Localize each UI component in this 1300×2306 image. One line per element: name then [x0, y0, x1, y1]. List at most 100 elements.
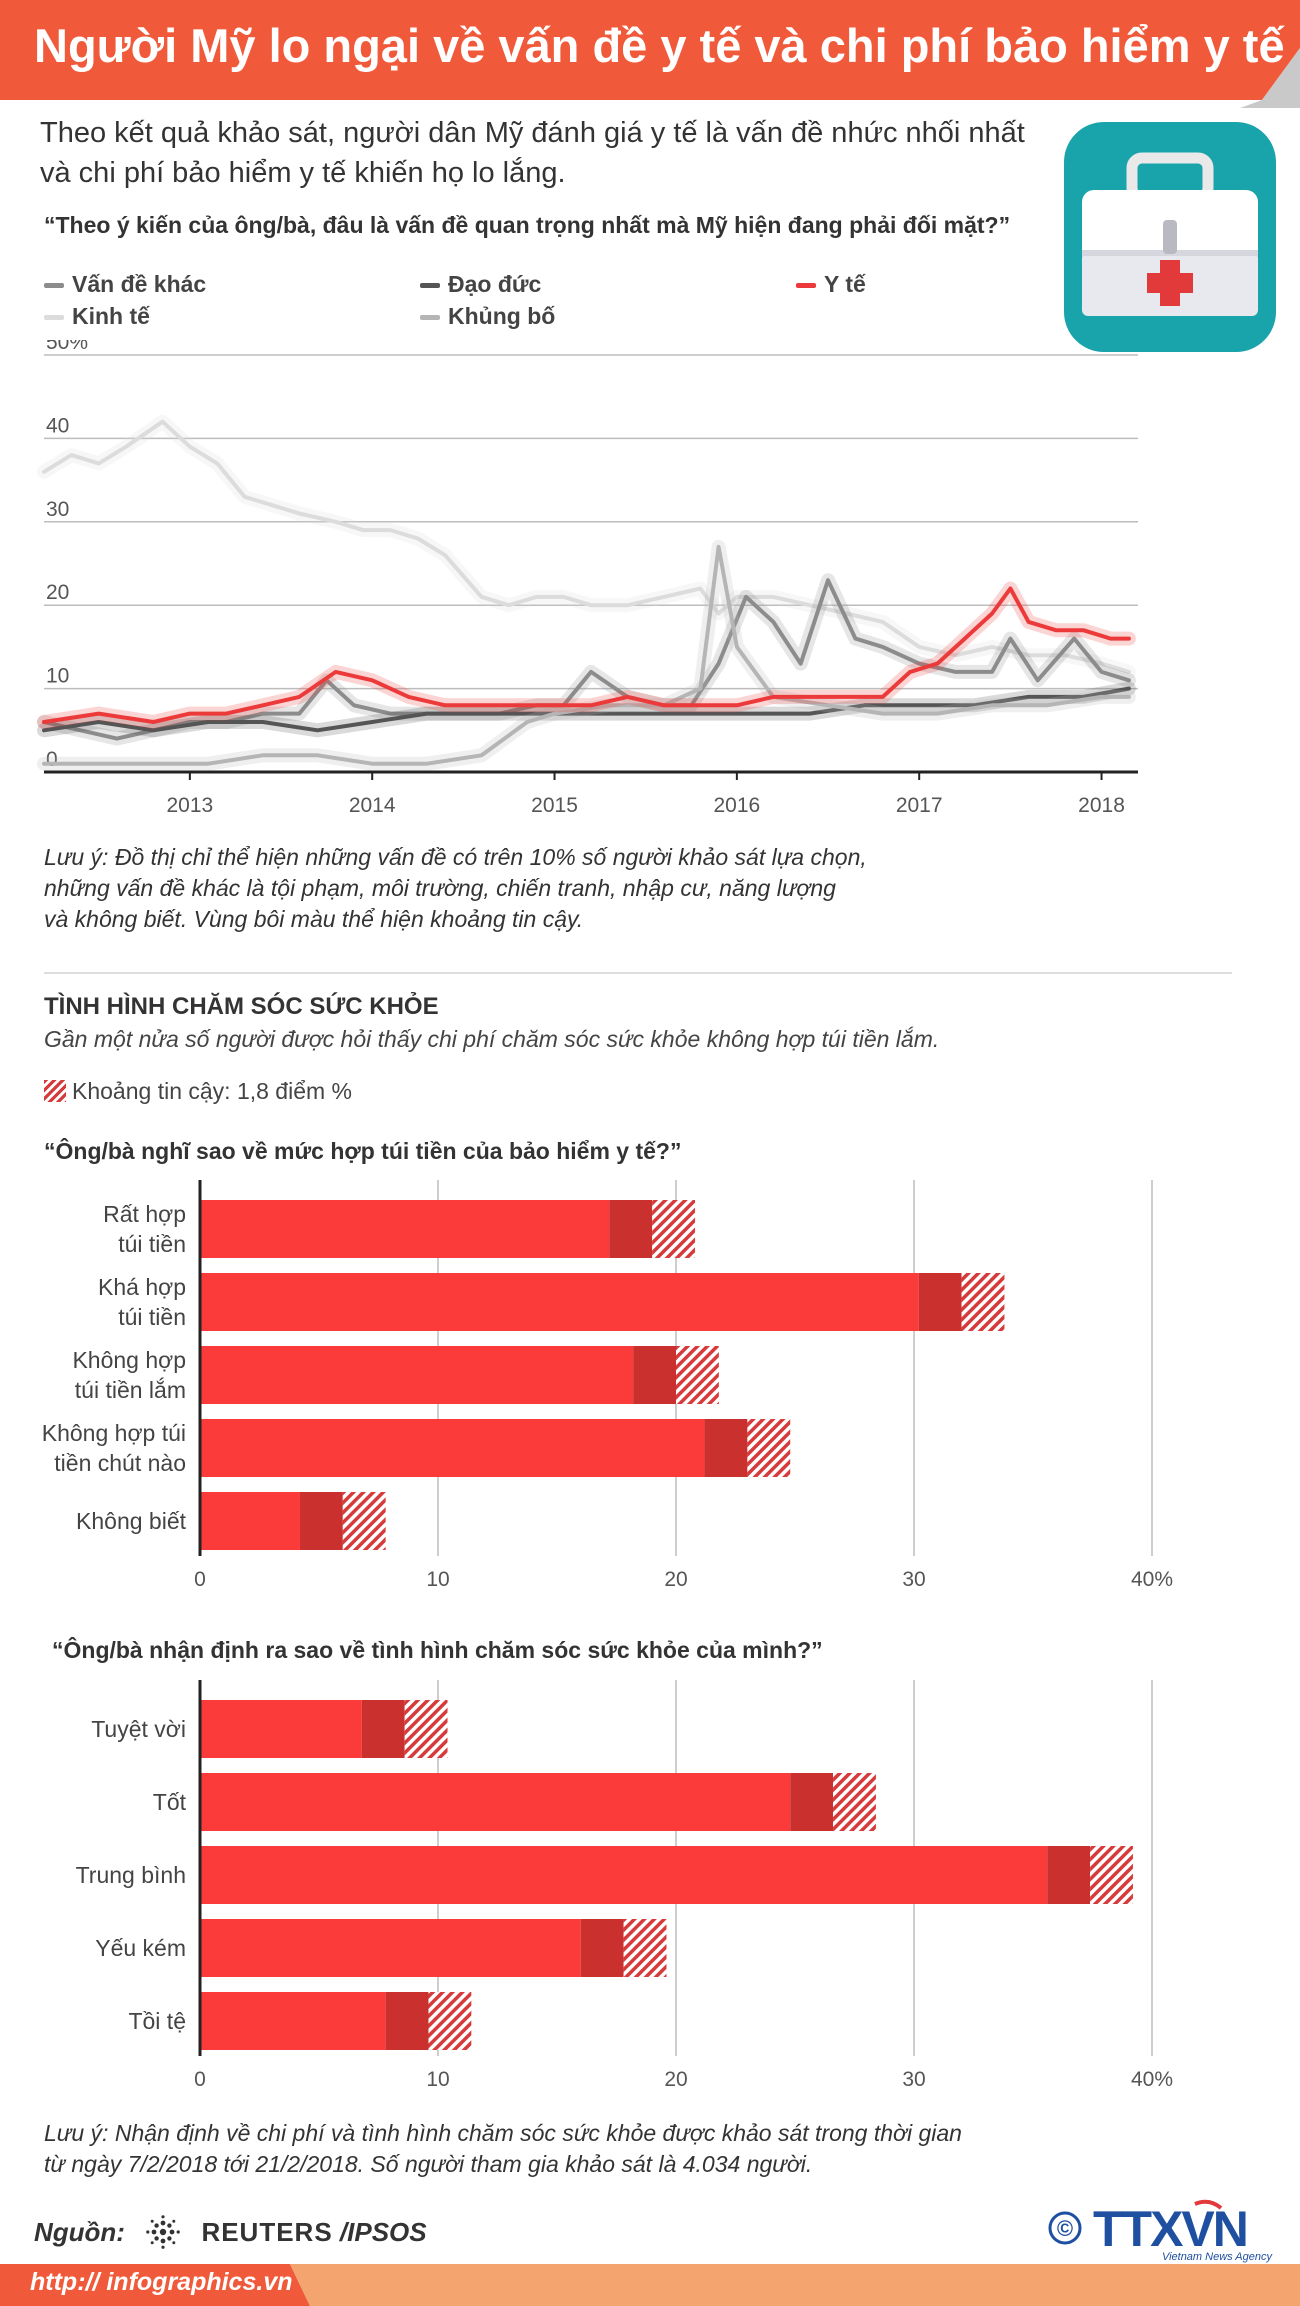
ci-legend-label: Khoảng tin cậy: 1,8 điểm % [72, 1078, 352, 1104]
source-reuters: REUTERS [201, 2217, 333, 2247]
x-tick-label: 2016 [714, 794, 761, 817]
bar-ci-lower [580, 1919, 624, 1977]
issues-line-chart: 0 10 20 30 40 50% 2013 2014 2015 2016 2017 2018 [37, 340, 1138, 817]
affordability-question: “Ông/bà nghĩ sao về mức hợp túi tiền của… [44, 1138, 682, 1164]
health-section-title: TÌNH HÌNH CHĂM SÓC SỨC KHỎE [44, 993, 439, 1020]
health-section-note: Lưu ý: Nhận định về chi phí và tình hình… [44, 2118, 1244, 2180]
bar-ci-upper [747, 1419, 791, 1477]
source-ipsos: /IPSOS [339, 2217, 427, 2247]
bar-ci-upper [623, 1919, 667, 1977]
bar-ci-upper [428, 1992, 472, 2050]
category-label: Khá hợp [98, 1274, 186, 1300]
bar [201, 1200, 610, 1258]
x-tick-label: 2014 [349, 794, 396, 817]
series-line [42, 586, 1131, 724]
bar-ci-lower [633, 1346, 676, 1404]
x-tick-label: 2013 [167, 794, 214, 817]
legend-label: Đạo đức [448, 271, 542, 297]
page-title: Người Mỹ lo ngại về vấn đề y tế và chi p… [34, 19, 1285, 72]
category-label: Yếu kém [95, 1935, 186, 1961]
note-line: những vấn đề khác là tội phạm, môi trườn… [44, 875, 836, 901]
footer-bar [0, 2264, 1300, 2306]
bar [201, 1419, 705, 1477]
legend-label: Vấn đề khác [72, 271, 207, 297]
subtitle-line: và chi phí bảo hiểm y tế khiến họ lo lắn… [40, 157, 566, 189]
legend-label: Kinh tế [72, 303, 150, 329]
bar-ci-lower [790, 1773, 834, 1831]
source-label: Nguồn: [34, 2217, 125, 2247]
bar-ci-lower [361, 1700, 405, 1758]
legend-item-van-de-khac: Vấn đề khác [44, 271, 206, 298]
bar-ci-lower [918, 1273, 962, 1331]
legend-label: Khủng bố [448, 303, 556, 329]
legend-item-y-te: Y tế [796, 271, 866, 298]
y-tick-label: 50% [46, 340, 88, 354]
series-line [42, 686, 1131, 733]
x-tick-label: 2015 [531, 794, 578, 817]
x-tick-label: 40% [1131, 1568, 1173, 1591]
bar-ci-upper [652, 1200, 696, 1258]
category-label: túi tiền lắm [75, 1377, 186, 1403]
agency-name: TTXVN [1093, 2201, 1247, 2257]
x-tick-label: 2017 [896, 794, 943, 817]
footer-url-link[interactable]: http:// infographics.vn [30, 2268, 293, 2296]
bar [201, 1492, 300, 1550]
line-chart-question: “Theo ý kiến của ông/bà, đâu là vấn đề q… [44, 212, 1011, 238]
bar-ci-lower [385, 1992, 429, 2050]
legend-swatch [44, 283, 64, 289]
bar [201, 1773, 791, 1831]
copyright-symbol: © [1057, 2216, 1073, 2241]
y-tick-label: 10 [46, 665, 69, 688]
legend-item-kinh-te: Kinh tế [44, 303, 150, 330]
subtitle-line: Theo kết quả khảo sát, người dân Mỹ đánh… [40, 117, 1025, 149]
bar-ci-upper [404, 1700, 448, 1758]
x-tick-label: 10 [426, 1568, 449, 1591]
legend-swatch [420, 315, 440, 321]
health-status-bar-chart: 0 10 20 30 40% Tuyệt vời Tốt Trung bình Yếu kém T… [76, 1680, 1173, 2091]
legend-item-khung-bo: Khủng bố [420, 303, 555, 330]
line-chart-note: Lưu ý: Đồ thị chỉ thể hiện những vấn đề … [44, 842, 1044, 935]
category-label: Rất hợp [103, 1201, 186, 1227]
category-label: Không hợp [72, 1347, 186, 1373]
bar [201, 1273, 919, 1331]
category-label: Không biết [76, 1508, 187, 1534]
health-section-subtitle: Gần một nửa số người được hỏi thấy chi p… [44, 1026, 940, 1052]
legend-swatch [420, 283, 440, 289]
reuters-logo-icon [146, 2215, 181, 2249]
y-tick-label: 30 [46, 498, 69, 521]
health-status-question: “Ông/bà nhận định ra sao về tình hình ch… [52, 1637, 823, 1663]
legend-item-dao-duc: Đạo đức [420, 271, 541, 298]
x-tick-label: 40% [1131, 2068, 1173, 2091]
affordability-bar-chart: 0 10 20 30 40% Rất hợp túi tiền Khá hợp túi tiền… [42, 1180, 1173, 1591]
bar-ci-lower [299, 1492, 343, 1550]
bar-ci-upper [961, 1273, 1005, 1331]
bar [201, 1700, 362, 1758]
note-line: Lưu ý: Đồ thị chỉ thể hiện những vấn đề … [44, 844, 867, 870]
x-tick-label: 20 [664, 2068, 687, 2091]
page-subtitle: Theo kết quả khảo sát, người dân Mỹ đánh… [40, 113, 1040, 193]
x-tick-label: 0 [194, 2068, 206, 2091]
note-line: từ ngày 7/2/2018 tới 21/2/2018. Số người… [44, 2151, 813, 2177]
section-divider [44, 972, 1232, 974]
x-tick-label: 20 [664, 1568, 687, 1591]
x-tick-label: 2018 [1078, 794, 1125, 817]
category-label: Trung bình [76, 1862, 186, 1888]
bar-ci-upper [1090, 1846, 1133, 1904]
category-label: Tồi tệ [128, 2008, 186, 2034]
title-banner [0, 0, 1300, 108]
category-label: túi tiền [118, 1231, 186, 1257]
bar-ci-lower [609, 1200, 653, 1258]
series-line [42, 419, 1131, 674]
bar-ci-upper [676, 1346, 719, 1404]
bar-ci-upper [833, 1773, 876, 1831]
x-tick-label: 0 [194, 1568, 206, 1591]
legend-swatch [44, 315, 64, 321]
category-label: túi tiền [118, 1304, 186, 1330]
bar-ci-lower [704, 1419, 748, 1477]
note-line: Lưu ý: Nhận định về chi phí và tình hình… [44, 2120, 962, 2146]
category-label: tiền chút nào [54, 1450, 186, 1476]
y-tick-label: 20 [46, 581, 69, 604]
bar [201, 1992, 386, 2050]
note-line: và không biết. Vùng bôi màu thể hiện kho… [44, 906, 584, 932]
bar [201, 1919, 581, 1977]
